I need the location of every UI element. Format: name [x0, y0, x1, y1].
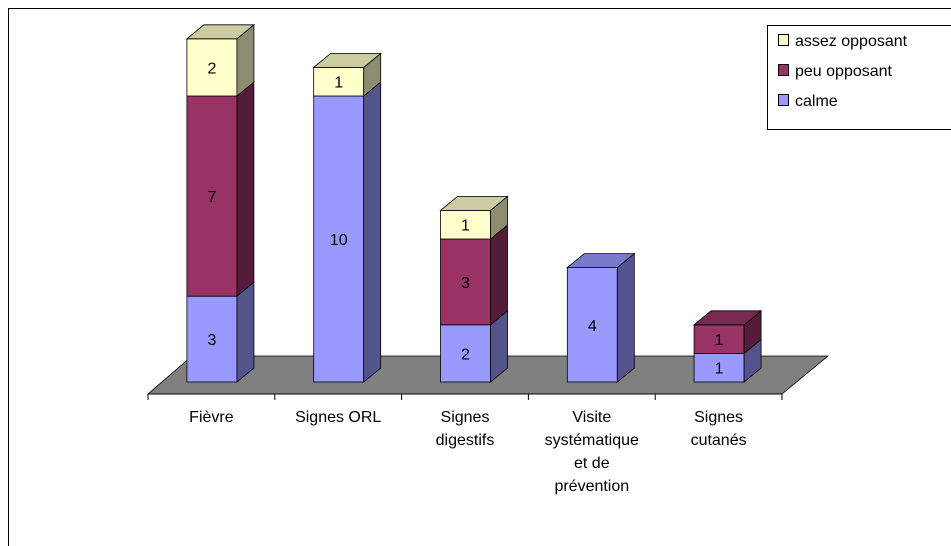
legend-label: assez opposant: [795, 33, 908, 50]
category-label: Signes ORL: [295, 409, 381, 426]
category-label: systématique: [545, 432, 639, 449]
bar-segment-peu-opposant: [692, 309, 763, 355]
category-axis: Fièvre Signes ORL Signes digestifs Visite sys…: [147, 393, 783, 495]
bar-segment-calme: [313, 81, 382, 383]
bar-front: [693, 324, 745, 354]
legend-label: calme: [795, 93, 838, 110]
data-label: 2: [461, 346, 470, 363]
bar-front: [186, 38, 238, 97]
bar-top: [185, 24, 256, 40]
data-labels: 3 7 2 10 1 2 3 1 4 1 1: [207, 60, 723, 377]
legend-item: calme: [778, 93, 838, 110]
bar-side: [490, 224, 508, 326]
bars: [185, 23, 763, 383]
bar-segment-calme: [566, 252, 636, 383]
bar-segment-assez-opposant: [312, 52, 382, 97]
bar-segment-peu-opposant: [440, 224, 508, 326]
legend-swatch: [778, 34, 789, 46]
category-label: cutanés: [691, 432, 747, 449]
data-label: 7: [207, 189, 216, 206]
data-label: 1: [334, 75, 343, 92]
bar-top: [566, 253, 636, 269]
data-label: 3: [207, 332, 216, 349]
category-label: digestifs: [436, 432, 495, 449]
data-label: 1: [461, 218, 470, 235]
category-label: Signes: [694, 409, 743, 426]
category-label: Fièvre: [189, 409, 234, 426]
legend-item: peu opposant: [778, 63, 893, 80]
data-label: 10: [330, 232, 348, 249]
bar-segment-assez-opposant: [439, 195, 509, 240]
bar-side: [616, 252, 635, 383]
data-label: 1: [715, 332, 724, 349]
bar-front: [566, 267, 618, 383]
data-label: 4: [588, 318, 597, 335]
category-label: prévention: [554, 478, 629, 495]
data-label: 1: [715, 361, 724, 378]
bar-segment-peu-opposant: [186, 81, 255, 298]
legend-box: [767, 25, 951, 130]
bar-segment-assez-opposant: [185, 23, 256, 97]
legend-item: assez opposant: [778, 33, 908, 50]
data-label: 2: [207, 60, 216, 77]
bar-front: [186, 95, 238, 297]
bar-side: [363, 81, 382, 383]
bar-top: [312, 53, 382, 68]
category-label: et de: [574, 455, 610, 472]
data-label: 3: [461, 275, 470, 292]
legend-label: peu opposant: [795, 63, 893, 80]
bar-front: [313, 95, 365, 383]
category-label: Visite: [572, 409, 611, 426]
bar-segment-calme: [186, 281, 255, 383]
bar-front: [440, 238, 491, 326]
bar-side: [236, 81, 255, 298]
legend: assez opposant peu opposant calme: [767, 25, 951, 130]
legend-swatch: [778, 64, 789, 76]
category-label: Signes: [441, 409, 490, 426]
legend-swatch: [778, 94, 789, 106]
bar-top: [692, 310, 763, 326]
bar-top: [439, 195, 509, 211]
bar-side: [236, 281, 255, 383]
